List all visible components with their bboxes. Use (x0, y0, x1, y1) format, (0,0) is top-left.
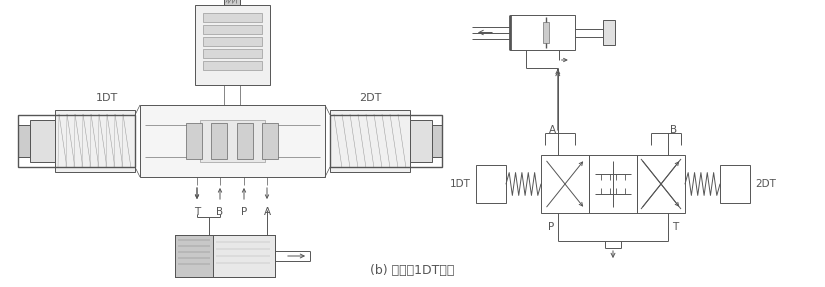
Bar (18, 115, 135, 167)
Bar (510, 15, 575, 50)
Bar (211, 123, 227, 159)
Text: P: P (548, 222, 554, 232)
Bar (237, 123, 253, 159)
Text: A: A (549, 125, 556, 135)
Bar (203, 37, 262, 46)
Bar (175, 235, 213, 277)
Bar (543, 22, 549, 43)
Bar (203, 25, 262, 34)
Bar (330, 115, 442, 167)
Text: (b) 电磁铁1DT通电: (b) 电磁铁1DT通电 (370, 264, 455, 277)
Text: T: T (672, 222, 678, 232)
Text: P: P (241, 207, 247, 217)
Bar (432, 125, 442, 157)
Bar (30, 120, 55, 162)
Text: A: A (263, 207, 271, 217)
Bar (200, 120, 265, 162)
Bar (140, 105, 325, 177)
Bar (175, 235, 275, 277)
Text: 1DT: 1DT (450, 179, 471, 189)
Bar (203, 49, 262, 58)
Text: 2DT: 2DT (755, 179, 775, 189)
Bar (18, 125, 30, 157)
Bar (186, 123, 202, 159)
Bar (541, 155, 589, 213)
Bar (720, 165, 750, 203)
Bar (330, 110, 410, 172)
Bar (603, 20, 615, 45)
Bar (589, 155, 637, 213)
Text: T: T (194, 207, 200, 217)
Bar (203, 13, 262, 22)
Bar (213, 235, 275, 277)
Bar (476, 165, 506, 203)
Bar (637, 155, 685, 213)
Bar (55, 110, 135, 172)
Bar (410, 120, 432, 162)
Text: 2DT: 2DT (359, 93, 381, 103)
Bar (203, 61, 262, 70)
Bar (224, 0, 240, 5)
Text: B: B (216, 207, 224, 217)
Text: /|/|/|: /|/|/| (225, 0, 238, 3)
Text: 1DT: 1DT (96, 93, 118, 103)
Bar (262, 123, 278, 159)
Text: B: B (670, 125, 677, 135)
Bar (195, 5, 270, 85)
